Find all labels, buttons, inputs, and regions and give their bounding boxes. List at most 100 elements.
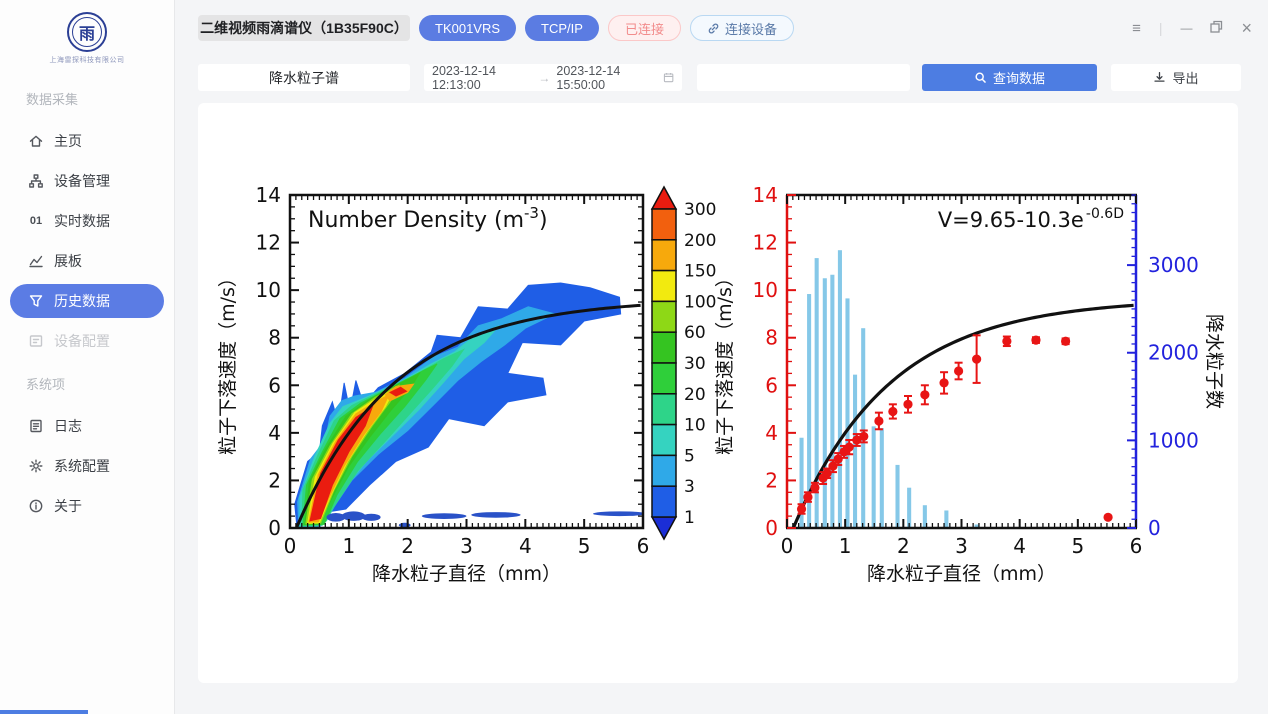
query-data-button[interactable]: 查询数据 xyxy=(922,64,1097,91)
svg-text:10: 10 xyxy=(753,278,778,302)
sidebar-item-label: 关于 xyxy=(54,498,82,514)
connect-device-label: 连接设备 xyxy=(724,21,777,37)
close-icon[interactable]: × xyxy=(1241,18,1252,38)
svg-text:4: 4 xyxy=(519,534,532,558)
sitemap-icon xyxy=(29,174,43,188)
date-range-picker[interactable]: 2023-12-14 12:13:00 → 2023-12-14 15:50:0… xyxy=(424,63,682,92)
svg-text:0: 0 xyxy=(268,516,281,540)
svg-text:2: 2 xyxy=(268,468,281,492)
export-button[interactable]: 导出 xyxy=(1111,64,1241,91)
svg-text:3: 3 xyxy=(684,477,695,497)
chart-card: 0 1 2 3 4 5 6 0 2 4 6 8 10 12 14 降水粒子直径（mm） 粒子下落速度（m/s） N… xyxy=(198,103,1238,683)
query-toolbar: 降水粒子谱 2023-12-14 12:13:00 → 2023-12-14 1… xyxy=(175,56,1268,99)
sidebar: 雨 上海雷探科技有限公司 数据采集 主页 设备管理 01 实时数据 展板 历史数… xyxy=(0,0,175,714)
svg-text:V=9.65-10.3e -0.6D: V=9.65-10.3e -0.6D xyxy=(938,206,1124,232)
svg-text:12: 12 xyxy=(256,231,281,255)
log-icon xyxy=(30,419,42,433)
connect-device-button[interactable]: 连接设备 xyxy=(689,15,794,41)
svg-text:60: 60 xyxy=(684,323,706,343)
svg-text:3000: 3000 xyxy=(1148,253,1199,277)
svg-text:6: 6 xyxy=(765,373,778,397)
svg-text:2000: 2000 xyxy=(1148,341,1199,365)
menu-icon[interactable]: ≡ xyxy=(1132,19,1141,37)
svg-text:粒子下落速度（m/s）: 粒子下落速度（m/s） xyxy=(714,268,736,455)
svg-text:4: 4 xyxy=(268,421,281,445)
svg-text:2: 2 xyxy=(401,534,414,558)
svg-text:粒子下落速度（m/s）: 粒子下落速度（m/s） xyxy=(217,268,239,455)
sidebar-item-home[interactable]: 主页 xyxy=(10,124,164,158)
sidebar-item-dashboard[interactable]: 展板 xyxy=(10,244,164,278)
svg-text:20: 20 xyxy=(684,385,706,405)
svg-text:1: 1 xyxy=(684,508,695,528)
sidebar-item-label: 历史数据 xyxy=(54,293,110,309)
gear-icon xyxy=(29,459,43,473)
export-label: 导出 xyxy=(1172,71,1199,86)
home-icon xyxy=(29,135,43,147)
svg-text:6: 6 xyxy=(1130,534,1143,558)
sidebar-item-label: 主页 xyxy=(54,133,82,149)
svg-text:降水粒子直径（mm）: 降水粒子直径（mm） xyxy=(372,563,561,585)
funnel-icon xyxy=(29,295,43,307)
scrollbar-thumb[interactable] xyxy=(0,710,88,714)
sidebar-item-about[interactable]: 关于 xyxy=(10,489,164,523)
svg-text:降水粒子数: 降水粒子数 xyxy=(1203,314,1225,409)
svg-text:0: 0 xyxy=(1148,516,1161,540)
query-data-label: 查询数据 xyxy=(992,71,1045,86)
sidebar-item-logs[interactable]: 日志 xyxy=(10,409,164,443)
svg-text:5: 5 xyxy=(1071,534,1084,558)
svg-text:100: 100 xyxy=(684,292,716,312)
download-icon xyxy=(1154,71,1166,82)
section-label-data-collection: 数据采集 xyxy=(26,92,79,107)
minimize-icon[interactable]: — xyxy=(1180,21,1193,35)
window-controls: ≡ | — × xyxy=(1132,19,1252,37)
main-area: 二维视频雨滴谱仪（1B35F90C） TK001VRS TCP/IP 已连接 连… xyxy=(175,0,1268,714)
start-datetime: 2023-12-14 12:13:00 xyxy=(432,63,496,92)
svg-text:10: 10 xyxy=(684,416,706,436)
svg-text:2: 2 xyxy=(765,468,778,492)
svg-text:1: 1 xyxy=(839,534,852,558)
info-icon xyxy=(29,499,43,513)
svg-text:4: 4 xyxy=(765,421,778,445)
sidebar-item-label: 实时数据 xyxy=(54,213,110,229)
restore-icon[interactable] xyxy=(1210,20,1223,36)
svg-text:5: 5 xyxy=(684,446,695,466)
range-arrow-icon: → xyxy=(538,70,551,85)
svg-text:1: 1 xyxy=(342,534,355,558)
svg-text:30: 30 xyxy=(684,354,706,374)
sidebar-item-history-data[interactable]: 历史数据 xyxy=(10,284,164,318)
sidebar-item-label: 日志 xyxy=(54,418,82,434)
sidebar-item-label: 设备管理 xyxy=(54,173,110,189)
svg-text:14: 14 xyxy=(256,183,281,207)
protocol-badge: TCP/IP xyxy=(525,15,599,41)
chart-icon xyxy=(29,255,43,268)
data-type-value: 降水粒子谱 xyxy=(269,69,339,86)
svg-text:3: 3 xyxy=(955,534,968,558)
logo-icon: 雨 xyxy=(67,12,107,52)
sidebar-item-device-management[interactable]: 设备管理 xyxy=(10,164,164,198)
section-label-system: 系统项 xyxy=(26,377,66,392)
company-logo: 雨 上海雷探科技有限公司 xyxy=(0,10,174,79)
svg-text:2: 2 xyxy=(897,534,910,558)
connection-status-badge: 已连接 xyxy=(607,15,681,41)
model-badge: TK001VRS xyxy=(419,15,517,41)
logo-caption: 上海雷探科技有限公司 xyxy=(49,57,125,64)
sidebar-item-label: 设备配置 xyxy=(54,333,110,349)
svg-text:4: 4 xyxy=(1013,534,1026,558)
svg-text:10: 10 xyxy=(256,278,281,302)
extra-input[interactable] xyxy=(697,64,910,91)
svg-text:0: 0 xyxy=(284,534,297,558)
sidebar-item-label: 展板 xyxy=(54,253,82,269)
sidebar-item-realtime-data[interactable]: 01 实时数据 xyxy=(10,204,164,238)
svg-text:0: 0 xyxy=(765,516,778,540)
svg-text:0: 0 xyxy=(781,534,794,558)
svg-text:200: 200 xyxy=(684,231,716,251)
charts-canvas: 0 1 2 3 4 5 602468101214降水粒子直径（mm）粒子下落速度（m/s）N… xyxy=(217,183,1225,585)
svg-text:6: 6 xyxy=(637,534,650,558)
data-type-select[interactable]: 降水粒子谱 xyxy=(198,64,410,91)
sidebar-item-system-config[interactable]: 系统配置 xyxy=(10,449,164,483)
calendar-icon xyxy=(663,73,674,83)
link-icon xyxy=(708,23,719,33)
top-header: 二维视频雨滴谱仪（1B35F90C） TK001VRS TCP/IP 已连接 连… xyxy=(175,0,1268,56)
svg-text:6: 6 xyxy=(268,373,281,397)
